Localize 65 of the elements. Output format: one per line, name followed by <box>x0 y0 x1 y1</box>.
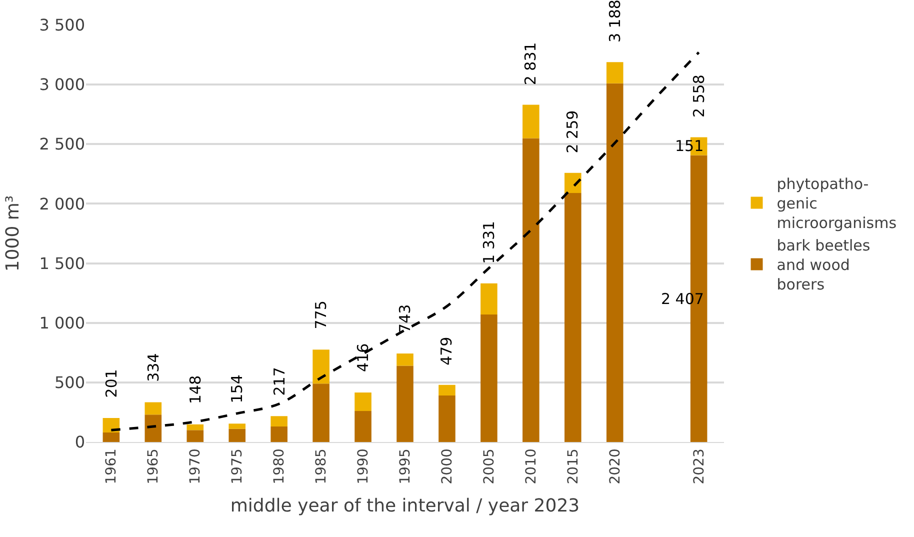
y-tick-label: 2 000 <box>39 194 85 214</box>
total-label: 479 <box>438 336 456 366</box>
y-tick-label: 3 500 <box>39 16 85 35</box>
total-label: 743 <box>396 304 414 333</box>
bar <box>396 366 414 442</box>
bar <box>522 138 540 442</box>
bar <box>480 283 498 315</box>
bar <box>438 396 456 442</box>
bar <box>438 384 456 396</box>
bar <box>228 424 246 429</box>
x-tick-label: 2020 <box>607 448 624 484</box>
total-label: 148 <box>186 375 204 404</box>
bar <box>606 62 624 84</box>
bar <box>564 172 582 193</box>
total-label: 154 <box>228 374 246 404</box>
bar <box>354 392 372 412</box>
x-tick-label: 1975 <box>230 448 246 484</box>
total-label: 334 <box>144 353 162 382</box>
bar <box>606 83 624 442</box>
y-tick-label: 500 <box>54 373 85 392</box>
bar <box>102 418 120 432</box>
y-tick-label: 2 500 <box>39 134 85 154</box>
y-axis-title: 1000 m³ <box>2 195 24 272</box>
x-tick-label: 2005 <box>482 448 498 484</box>
total-label: 416 <box>354 343 372 372</box>
bar <box>144 402 162 415</box>
total-label: 775 <box>312 300 330 330</box>
bar <box>186 430 204 442</box>
bar <box>270 426 288 442</box>
x-tick-label: 1980 <box>272 448 288 484</box>
x-tick-label: 2023 <box>691 448 708 484</box>
x-tick-label: 1965 <box>146 448 162 484</box>
total-label: 201 <box>102 369 121 398</box>
total-label: 2 831 <box>522 42 540 86</box>
y-tick-label: 3 000 <box>39 75 85 94</box>
x-tick-label: 1985 <box>314 448 330 484</box>
bar <box>228 428 246 442</box>
x-tick-label: 1970 <box>188 448 204 484</box>
bar <box>102 432 120 442</box>
bar <box>144 414 162 442</box>
x-tick-label: 1995 <box>398 448 414 484</box>
total-label: 2 558 <box>690 74 708 118</box>
x-tick-label: 1990 <box>356 448 372 484</box>
total-label: 3 188 <box>606 0 624 43</box>
x-tick-label: 2000 <box>440 448 456 484</box>
y-tick-label: 1 000 <box>39 313 85 332</box>
bar <box>312 350 330 384</box>
bar <box>396 353 414 366</box>
x-tick-label: 2010 <box>523 448 540 484</box>
bar <box>522 104 540 138</box>
x-tick-label: 2015 <box>565 448 582 484</box>
y-tick-label: 0 <box>74 432 85 452</box>
bar <box>186 424 204 430</box>
total-label: 217 <box>270 367 288 396</box>
bar <box>564 192 582 442</box>
bar <box>354 411 372 442</box>
bar <box>480 314 498 442</box>
x-axis-title: middle year of the interval / year 2023 <box>230 495 580 516</box>
total-label: 2 259 <box>564 110 582 154</box>
bar <box>312 384 330 442</box>
y-tick-label: 1 500 <box>39 254 85 273</box>
total-label: 1 331 <box>480 220 498 264</box>
x-tick-label: 1961 <box>104 448 120 484</box>
legend-label: bark beetles and wood borers <box>776 236 870 294</box>
bar <box>270 416 288 427</box>
